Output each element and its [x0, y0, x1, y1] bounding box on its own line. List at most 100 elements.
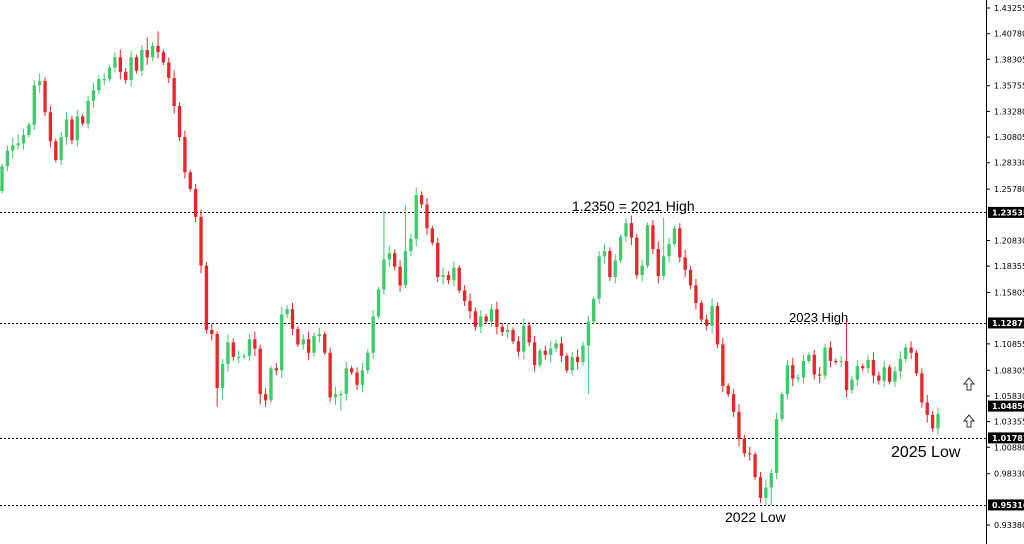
- candle-down: [608, 247, 612, 281]
- candle-up: [936, 407, 940, 435]
- candle-up: [581, 341, 585, 366]
- candle-body: [791, 365, 795, 379]
- candle-body: [936, 413, 940, 429]
- candle-down: [699, 300, 703, 323]
- candle-body: [269, 368, 273, 401]
- candle-body: [32, 85, 36, 125]
- candle-down: [306, 331, 311, 361]
- candle-body: [16, 143, 20, 146]
- candle-up: [376, 286, 381, 320]
- candle-down: [355, 367, 359, 390]
- candle-down: [290, 302, 295, 336]
- candle-body: [425, 204, 429, 229]
- candle-down: [263, 387, 268, 407]
- candle-body: [54, 141, 58, 160]
- candle-down: [635, 233, 639, 279]
- candle-down: [349, 365, 354, 376]
- candle-up: [382, 210, 386, 295]
- candle-body: [193, 188, 198, 217]
- candle-body: [613, 260, 617, 278]
- candle-body: [97, 79, 101, 91]
- candle-body: [726, 385, 730, 395]
- candle-body: [468, 300, 472, 312]
- candle-body: [301, 339, 305, 345]
- candle-down: [909, 341, 913, 360]
- candle-body: [661, 256, 666, 277]
- level-badge-bg: [988, 432, 1024, 444]
- candle-body: [683, 257, 687, 270]
- candle-up: [661, 217, 666, 280]
- y-tick-label: 1.00880: [994, 443, 1024, 452]
- candle-body: [145, 50, 149, 58]
- candle-down: [193, 183, 198, 223]
- candle-body: [866, 359, 870, 369]
- candle-up: [285, 305, 289, 319]
- y-tick-label: 1.20830: [994, 236, 1024, 245]
- candle-body: [807, 354, 811, 362]
- candle-up: [441, 267, 445, 285]
- candle-body: [489, 309, 494, 322]
- candle-down: [575, 349, 580, 370]
- current-price-badge-bg: [988, 400, 1024, 412]
- candle-body: [366, 352, 370, 371]
- candle-body: [565, 355, 569, 371]
- candle-up: [764, 479, 768, 506]
- candle-body: [183, 137, 187, 173]
- candle-down: [172, 70, 176, 114]
- level-badge: 1.23535: [992, 208, 1024, 217]
- candle-up: [489, 304, 494, 327]
- candle-body: [586, 321, 591, 346]
- candle-body: [290, 309, 295, 329]
- candle-body: [694, 285, 698, 303]
- candle-down: [737, 404, 741, 447]
- candle-body: [721, 344, 725, 386]
- candle-down: [791, 357, 795, 387]
- candle-body: [473, 311, 478, 327]
- candle-up: [237, 350, 241, 364]
- candle-down: [183, 130, 187, 179]
- candle-body: [376, 289, 381, 317]
- candle-body: [699, 302, 703, 320]
- candle-body: [328, 352, 332, 398]
- candle-up: [597, 251, 601, 304]
- candle-body: [107, 67, 112, 80]
- candle-body: [925, 402, 929, 415]
- candle-up: [242, 353, 246, 360]
- candle-body: [355, 372, 359, 385]
- candle-up: [672, 225, 677, 247]
- up-arrow-icon: [962, 414, 976, 428]
- candle-body: [11, 145, 15, 151]
- candle-down: [651, 220, 655, 255]
- candle-body: [317, 334, 322, 337]
- candle-body: [360, 370, 365, 385]
- candle-down: [425, 198, 429, 235]
- candle-down: [328, 347, 332, 403]
- candle-down: [231, 338, 235, 361]
- candle-down: [419, 191, 424, 209]
- candle-up: [102, 72, 106, 86]
- candle-up: [602, 243, 607, 264]
- candle-body: [758, 477, 763, 498]
- candle-body: [21, 135, 26, 144]
- candle-down: [758, 471, 763, 503]
- candle-up: [16, 133, 20, 150]
- y-tick-label: 1.10855: [994, 340, 1024, 349]
- candle-body: [161, 52, 166, 63]
- y-tick-label: 1.08305: [994, 366, 1024, 375]
- candle-body: [339, 394, 343, 396]
- candle-up: [774, 412, 779, 480]
- candle-up: [269, 365, 273, 403]
- candle-down: [748, 446, 752, 461]
- candle-up: [882, 360, 886, 388]
- candle-up: [613, 254, 617, 284]
- candle-up: [592, 296, 596, 325]
- candle-body: [527, 325, 531, 343]
- candle-up: [893, 366, 897, 387]
- candle-body: [834, 361, 838, 363]
- candle-body: [495, 309, 499, 327]
- candle-body: [505, 329, 510, 332]
- candle-body: [850, 379, 854, 391]
- candle-body: [817, 374, 822, 376]
- candle-down: [688, 265, 693, 290]
